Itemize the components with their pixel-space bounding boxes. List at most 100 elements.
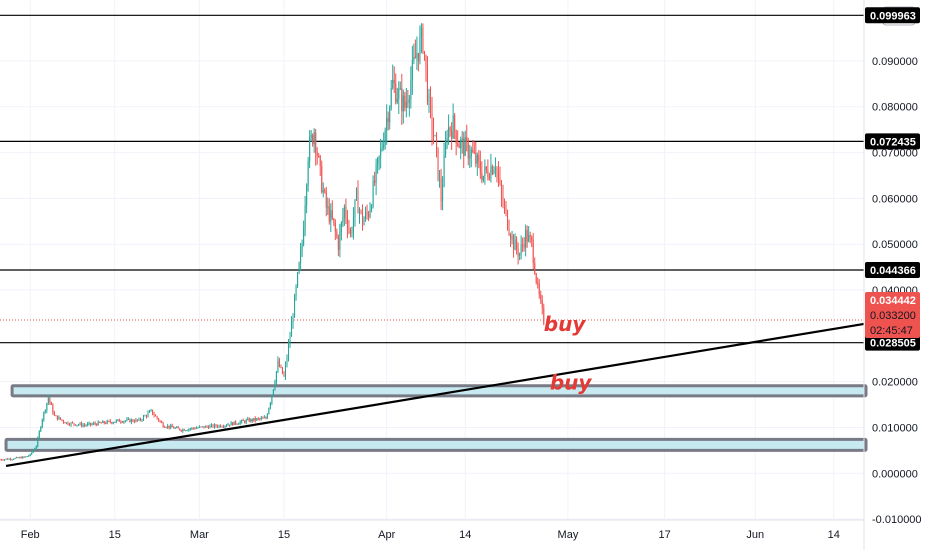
candle-body (425, 54, 427, 67)
candle-body (345, 206, 347, 219)
candle-body (354, 199, 356, 218)
candle-body (426, 66, 428, 102)
candle-body (543, 307, 545, 324)
candle-body (150, 409, 152, 412)
level-price-tag-label: 0.044366 (870, 265, 916, 277)
candle-body (541, 300, 543, 308)
candle-body (162, 422, 164, 427)
candle-body (422, 27, 424, 52)
candle-body (46, 403, 48, 411)
candle-body (260, 417, 262, 419)
candle-body (510, 234, 512, 240)
current-price-label: 0.034442 (870, 295, 916, 307)
candle-body (475, 152, 477, 164)
time-tick-label: Jun (746, 529, 764, 541)
candle-body (389, 107, 391, 123)
candle-body (85, 425, 87, 427)
candle-body (156, 416, 158, 419)
candle-body (135, 419, 137, 422)
candle-body (53, 412, 55, 416)
candle-body (280, 366, 282, 368)
candle-body (295, 286, 297, 296)
candle-body (538, 283, 540, 295)
candle-body (189, 428, 191, 430)
candle-body (94, 423, 96, 425)
time-axis[interactable]: Feb 15 Mar 15 Apr 14 May 17 Jun 14 (0, 519, 864, 541)
candle-body (247, 418, 249, 420)
candle-body (171, 425, 173, 428)
candle-body (155, 415, 157, 417)
candle-body (327, 206, 329, 208)
candle-body (209, 425, 211, 429)
candle-body (322, 189, 324, 193)
candle-body (76, 424, 78, 426)
candle-body (114, 421, 116, 423)
candle-body (443, 154, 445, 187)
candle-body (540, 294, 542, 301)
candle-body (520, 244, 522, 254)
candle-body (90, 422, 92, 425)
candle-body (460, 140, 462, 149)
candle-body (8, 458, 10, 460)
candle-body (108, 420, 110, 422)
candle-body (277, 360, 279, 372)
trendline (5, 322, 865, 468)
candle-body (476, 155, 478, 164)
annotations: buy buy (544, 312, 593, 394)
candle-body (170, 425, 172, 428)
level-price-tag (865, 7, 920, 24)
candle-body (307, 161, 309, 186)
candle-body (0, 459, 3, 461)
current-price-sublabel: 0.033200 (870, 310, 916, 322)
candle-body (220, 425, 222, 427)
candle-body (531, 236, 533, 241)
candle-body (348, 228, 350, 230)
candle-body (346, 218, 348, 229)
candle-body (61, 419, 63, 421)
candle-body (526, 230, 528, 242)
candle-body (381, 147, 383, 149)
candle-body (129, 418, 131, 423)
candle-body (25, 456, 27, 458)
candle-body (226, 425, 228, 427)
candle-body (431, 105, 433, 132)
candle-body (313, 132, 315, 145)
candle-body (371, 206, 373, 210)
price-tick-label: 0.080000 (872, 102, 918, 114)
candle-body (17, 457, 19, 459)
candle-body (213, 424, 216, 428)
candle-body (413, 56, 415, 61)
candle-body (386, 117, 388, 131)
candle-body (499, 178, 501, 183)
candle-body (440, 179, 442, 202)
candle-body (294, 295, 296, 318)
candle-body (149, 411, 151, 413)
candle-body (301, 244, 303, 251)
price-axis[interactable]: 0.090000 0.080000 0.070000 0.060000 0.050000… (863, 0, 922, 550)
candle-body (167, 425, 169, 428)
candle-body (215, 424, 217, 427)
support-zone (4, 437, 868, 452)
candle-body (67, 422, 69, 425)
candle-body (351, 231, 353, 233)
candle-body (14, 457, 16, 460)
candle-body (22, 456, 24, 459)
candle-body (37, 437, 39, 447)
candle-body (40, 426, 42, 432)
candle-body (463, 138, 465, 156)
candle-body (437, 147, 439, 180)
candle-body (392, 79, 394, 89)
candle-body (168, 425, 170, 428)
candle-body (442, 186, 444, 202)
candle-body (487, 170, 489, 178)
candle-body (236, 423, 238, 425)
candle-body (118, 419, 120, 422)
candle-body (254, 418, 256, 421)
candle-body (44, 410, 46, 413)
price-tick-label: 0.050000 (872, 239, 918, 251)
candle-body (186, 430, 188, 432)
candle-body (121, 421, 123, 423)
candle-body (224, 425, 226, 427)
